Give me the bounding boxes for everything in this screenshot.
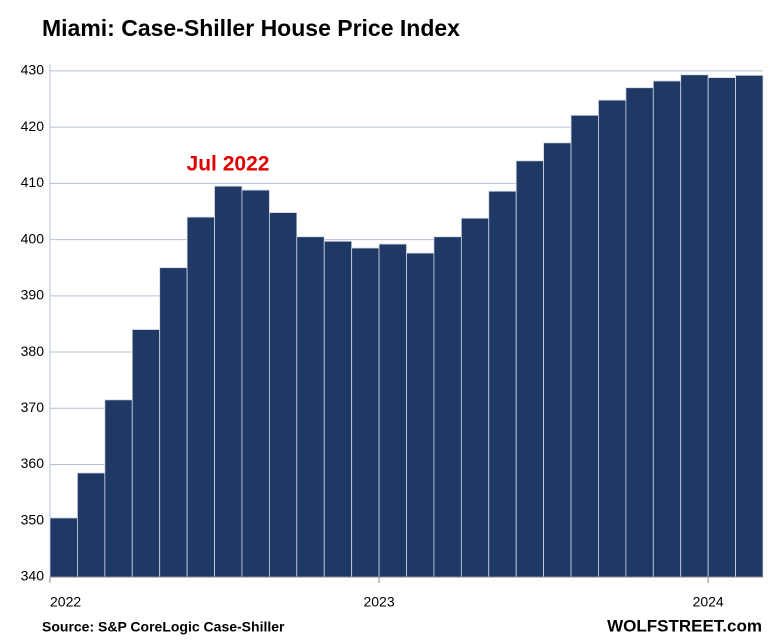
bar [159,267,188,578]
chart-title: Miami: Case-Shiller House Price Index [42,15,460,41]
bar [104,399,133,578]
source-note: Source: S&P CoreLogic Case-Shiller [42,619,285,635]
bar [214,185,243,578]
bar [652,80,682,578]
y-tick-label: 380 [21,343,45,359]
bar [680,74,709,578]
x-tick-label: 2024 [693,594,724,610]
y-tick-label: 360 [21,455,45,471]
bar [268,212,298,578]
bar [735,74,764,578]
y-tick-label: 420 [21,118,45,134]
bar [433,236,462,578]
y-tick-label: 430 [21,62,45,78]
bar [378,243,407,578]
x-tick-label: 2022 [50,594,81,610]
y-tick-label: 400 [21,230,45,246]
bar [323,240,353,578]
bar [488,190,517,578]
bar [131,329,161,578]
bar [406,252,435,578]
bar [241,189,270,578]
bar [351,247,380,578]
y-tick-label: 340 [21,568,45,584]
bar [625,87,654,578]
bar [296,236,325,578]
y-tick-label: 410 [21,174,45,190]
y-tick-label: 390 [21,287,45,303]
x-tick-label: 2023 [363,594,394,610]
bar [570,114,599,578]
bar [77,472,106,578]
y-tick-label: 370 [21,399,45,415]
annotation: Jul 2022 [187,153,270,176]
y-tick-label: 350 [21,511,45,527]
bar [460,217,490,578]
bar [543,142,572,578]
bar [49,517,78,578]
bar [515,160,545,578]
bar [186,216,215,578]
bar [707,77,736,578]
bar [598,99,627,578]
watermark: WOLFSTREET.com [607,616,762,635]
